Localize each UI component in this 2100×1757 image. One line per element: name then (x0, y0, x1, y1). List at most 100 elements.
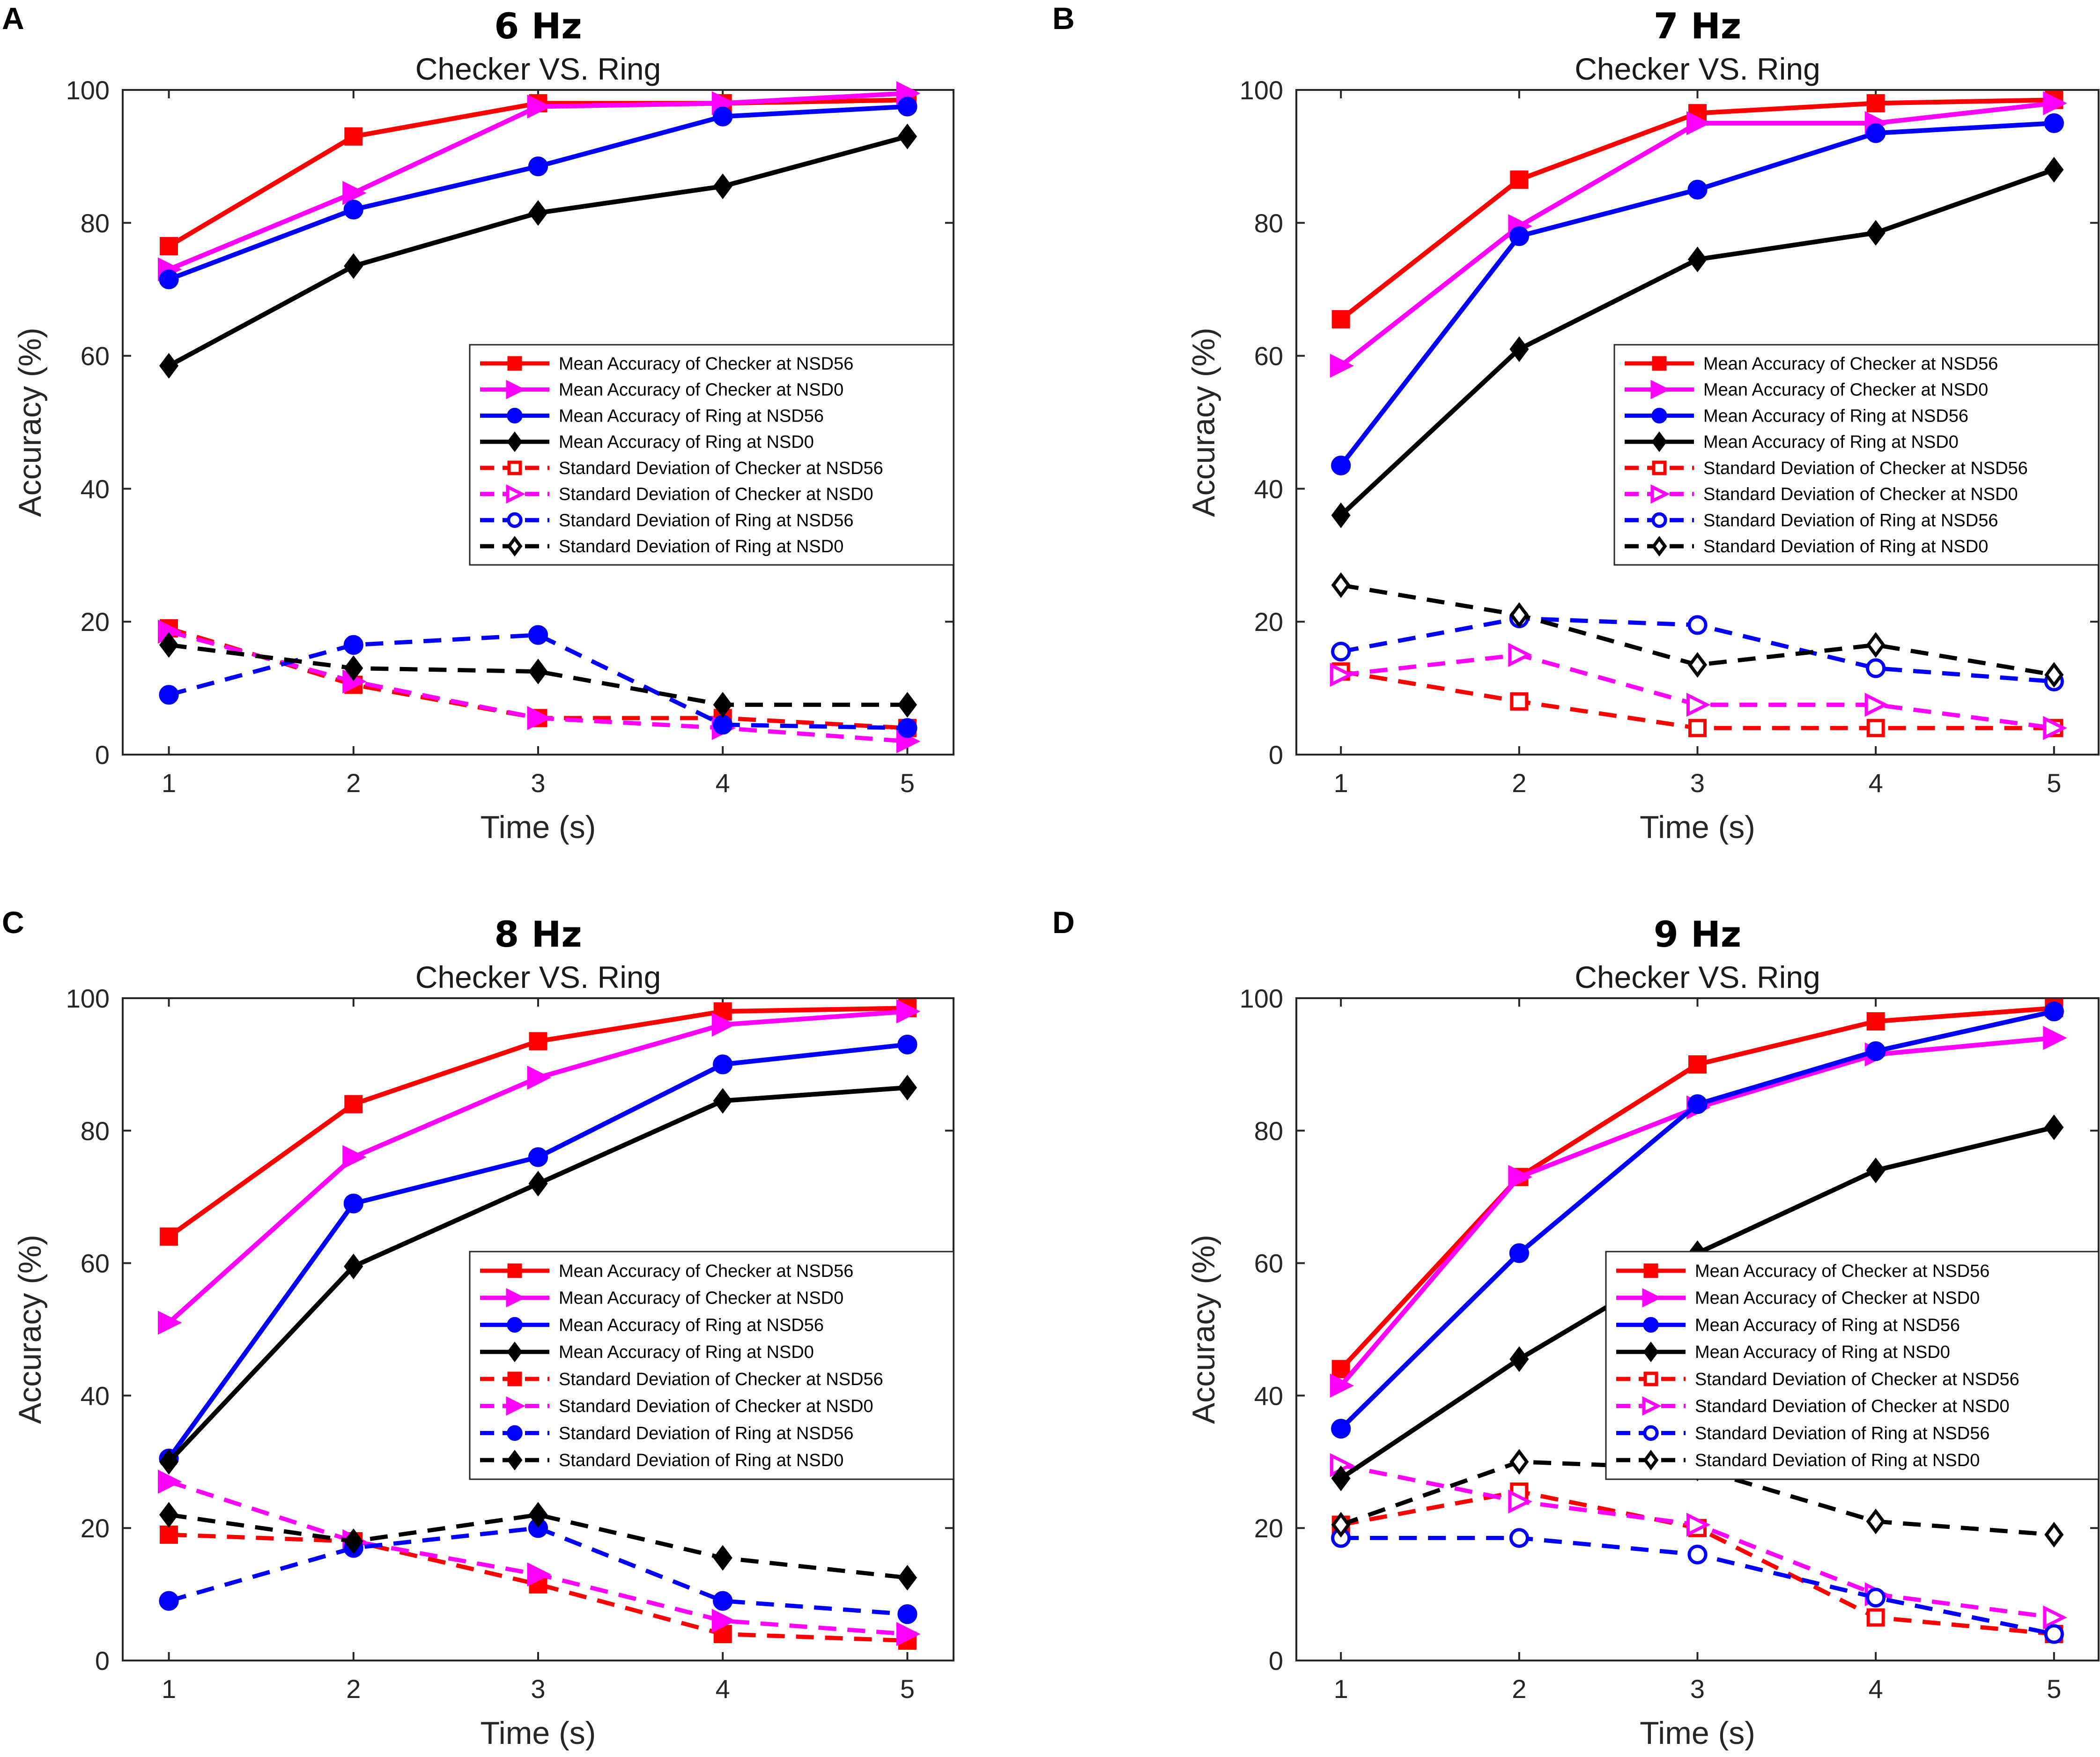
series-sd-5 (1330, 643, 2067, 740)
data-point (713, 1591, 733, 1611)
legend-entry: Mean Accuracy of Ring at NSD0 (480, 1342, 814, 1363)
data-point (1687, 179, 1708, 200)
x-tick-label: 4 (716, 768, 730, 798)
data-point (1331, 1360, 1350, 1379)
legend-swatch-marker (1652, 460, 1667, 475)
legend-box (469, 344, 954, 566)
data-point (1509, 1449, 1529, 1475)
y-tick-label: 100 (66, 984, 110, 1013)
legend-entry: Mean Accuracy of Ring at NSD56 (480, 406, 824, 426)
x-tick-label: 3 (531, 1674, 545, 1704)
legend-swatch-marker (507, 512, 523, 528)
data-point (159, 685, 179, 705)
x-tick-label: 4 (716, 1674, 730, 1704)
legend-label: Mean Accuracy of Checker at NSD0 (559, 1289, 843, 1308)
x-axis-label: Time (s) (1640, 809, 1755, 845)
data-point (1866, 1508, 1886, 1535)
legend-swatch-marker (506, 379, 525, 400)
data-point (528, 156, 548, 177)
legend: Mean Accuracy of Checker at NSD56 Mean Ac… (469, 344, 954, 566)
legend-swatch-marker (507, 1263, 522, 1278)
legend-entry: Standard Deviation of Ring at NSD56 (480, 1423, 853, 1443)
data-point (527, 94, 551, 119)
legend-label: Standard Deviation of Ring at NSD0 (1703, 537, 1988, 556)
data-point (528, 1502, 548, 1528)
data-point (713, 1545, 732, 1571)
series-line (1340, 1460, 2055, 1537)
data-point (158, 1311, 182, 1335)
x-tick-label: 5 (2047, 768, 2061, 798)
legend-label: Standard Deviation of Ring at NSD0 (1695, 1451, 1980, 1470)
x-axis-label: Time (s) (481, 809, 596, 845)
data-point (1330, 1373, 1354, 1398)
legend-label: Mean Accuracy of Checker at NSD0 (559, 380, 843, 400)
legend-swatch-marker (1652, 356, 1667, 371)
legend-entry: Mean Accuracy of Checker at NSD56 (1616, 1261, 1989, 1281)
legend-swatch-marker (1643, 1450, 1659, 1471)
chart-panel-c: C 8 Hz Checker VS. Ring 0 20 40 60 80 100 1 2 3 4 5 Ti… (2, 905, 954, 1751)
y-tick-label: 100 (1240, 984, 1283, 1013)
legend-swatch-marker (507, 1450, 523, 1471)
x-axis-label: Time (s) (1640, 1715, 1755, 1751)
data-point (1687, 1544, 1708, 1564)
panel-letter: D (1052, 905, 1075, 940)
data-point (1686, 111, 1711, 135)
data-point (1866, 1012, 1885, 1030)
data-point (1686, 692, 1711, 717)
y-tick-label: 60 (81, 341, 110, 371)
series-sd-7 (1331, 1449, 2064, 1548)
chart-subtitle: Checker VS. Ring (1575, 52, 1820, 86)
data-point (2044, 1001, 2064, 1022)
legend-swatch-marker (507, 460, 522, 475)
data-point (1866, 94, 1885, 112)
panel-letter: B (1052, 1, 1075, 36)
x-tick-label: 5 (900, 768, 915, 798)
y-tick-label: 0 (1269, 740, 1283, 770)
legend-entry: Mean Accuracy of Ring at NSD56 (1625, 406, 1968, 426)
data-point (344, 1095, 363, 1113)
legend-swatch-marker (507, 1425, 523, 1441)
data-point (713, 1088, 732, 1114)
y-tick-label: 40 (81, 1381, 110, 1410)
data-point (528, 625, 548, 645)
chart-title: 6 Hz (494, 5, 582, 47)
legend-entry: Standard Deviation of Checker at NSD56 (480, 459, 883, 478)
x-tick-label: 3 (1690, 1674, 1705, 1704)
x-tick-label: 3 (1690, 768, 1705, 798)
legend-entry: Standard Deviation of Checker at NSD0 (480, 1396, 873, 1416)
legend-entry: Standard Deviation of Ring at NSD56 (1616, 1423, 1989, 1443)
legend-label: Mean Accuracy of Ring at NSD0 (1703, 432, 1959, 452)
data-point (1510, 171, 1529, 189)
data-point (1866, 1608, 1885, 1627)
legend: Mean Accuracy of Checker at NSD56 Mean Ac… (469, 1251, 954, 1480)
legend-swatch-marker (507, 1371, 522, 1386)
data-point (1688, 1055, 1707, 1074)
legend-entry: Mean Accuracy of Checker at NSD56 (1625, 354, 1998, 374)
panel-letter: A (2, 1, 24, 36)
legend-label: Mean Accuracy of Ring at NSD56 (1703, 406, 1968, 426)
legend-swatch-marker (1651, 408, 1667, 424)
legend-swatch-marker (1651, 431, 1667, 452)
data-point (1331, 1465, 1351, 1491)
legend-swatch-marker (1643, 1263, 1658, 1278)
legend-swatch-marker (507, 1342, 523, 1363)
chart-panel-b: B 7 Hz Checker VS. Ring 0 20 40 60 80 100 1 2 3 4 5 Ti… (1052, 1, 2100, 845)
legend-box (1605, 1251, 2100, 1480)
y-tick-label: 80 (1254, 208, 1283, 238)
legend-swatch-marker (1650, 379, 1670, 400)
data-point (897, 123, 917, 149)
legend-entry: Standard Deviation of Checker at NSD56 (1625, 459, 2028, 478)
legend-swatch-marker (506, 1396, 525, 1416)
series-sd-7 (159, 1502, 917, 1591)
chart-subtitle: Checker VS. Ring (1575, 960, 1820, 994)
y-tick-label: 20 (81, 607, 110, 637)
legend-entry: Mean Accuracy of Ring at NSD56 (480, 1315, 824, 1335)
legend-swatch-marker (506, 1288, 525, 1308)
legend-box (1613, 344, 2100, 566)
x-axis-label: Time (s) (481, 1715, 596, 1751)
legend-entry: Mean Accuracy of Ring at NSD0 (480, 431, 814, 452)
legend-swatch-marker (506, 484, 525, 504)
y-tick-label: 20 (1254, 607, 1283, 637)
legend-swatch-marker (1642, 1288, 1662, 1308)
